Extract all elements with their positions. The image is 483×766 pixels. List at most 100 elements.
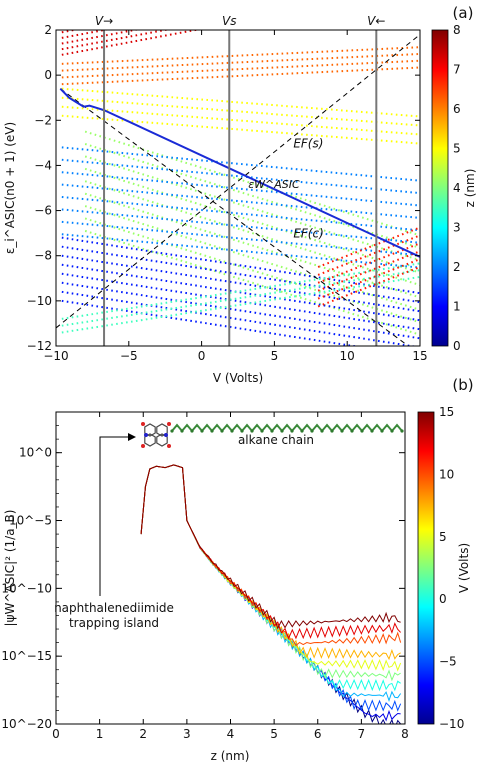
- atom: [167, 444, 171, 448]
- energy-level-line: [61, 30, 171, 51]
- colorbar-b-tick-label: 10: [439, 467, 454, 481]
- carbon-atom: [380, 429, 384, 433]
- x-tick-label-a: −10: [43, 349, 68, 363]
- energy-level-line: [61, 66, 420, 86]
- y-tick-label-a: 0: [44, 68, 52, 82]
- atom: [144, 433, 148, 437]
- atom: [141, 444, 145, 448]
- reference-lines: [56, 34, 420, 346]
- bias-marker-label: Vs: [222, 14, 236, 28]
- density-curve: [140, 464, 401, 682]
- energy-level-line: [84, 229, 420, 336]
- naphthalene-ring: [156, 423, 168, 437]
- panel-label-a: (a): [453, 4, 474, 22]
- density-curve: [140, 464, 402, 640]
- energy-level-line: [84, 130, 420, 237]
- colorbar-b-tick-label: 5: [439, 530, 447, 544]
- density-curve: [140, 464, 402, 647]
- energy-level-line: [61, 30, 141, 45]
- colorbar-b-tick-label: 0: [439, 592, 447, 606]
- energy-level-line: [61, 269, 420, 327]
- y-tick-label-b: 10^−20: [1, 717, 52, 731]
- epsilon-w-label: εW^ASIC: [248, 178, 300, 191]
- x-tick-label-b: 4: [227, 727, 235, 741]
- colorbar-b-tick-label: −10: [439, 717, 464, 731]
- y-tick-label-a: −4: [34, 158, 52, 172]
- density-curves: [140, 464, 402, 724]
- x-tick-label-a: 5: [271, 349, 279, 363]
- energy-level-line: [84, 192, 420, 299]
- energy-level-line: [84, 205, 420, 311]
- y-tick-label-a: −12: [27, 339, 52, 353]
- x-tick-label-b: 2: [139, 727, 147, 741]
- x-tick-label-a: −5: [120, 349, 138, 363]
- naphthalene-ring: [156, 433, 168, 447]
- energy-level-line: [61, 290, 418, 346]
- colorbar-b-ticks: −10 −5 0 5 10 15: [439, 405, 464, 731]
- atom: [164, 433, 168, 437]
- carbon-atom: [200, 429, 204, 433]
- density-curve: [140, 464, 402, 702]
- colorbar-a-tick-label: 8: [453, 23, 461, 37]
- annotation-arrow: [99, 436, 128, 596]
- x-tick-label-a: 15: [412, 349, 427, 363]
- density-curve: [140, 464, 402, 724]
- carbon-atom: [240, 429, 244, 433]
- energy-level-line: [84, 143, 420, 249]
- x-tick-label-a: 10: [340, 349, 355, 363]
- fermi-level-line: [60, 88, 409, 346]
- colorbar-a-tick-label: 2: [453, 260, 461, 274]
- energy-level-line: [61, 87, 420, 118]
- naphthalene-ring: [144, 433, 156, 447]
- fermi-level-line: [56, 34, 420, 329]
- colorbar-a-tick-label: 1: [453, 300, 461, 314]
- atom: [167, 422, 171, 426]
- energy-level-line: [61, 254, 420, 313]
- density-curve: [140, 464, 402, 672]
- x-axis-label-a: V (Volts): [213, 371, 263, 385]
- epsilon-w-line: [59, 87, 420, 258]
- carbon-atom: [270, 429, 274, 433]
- colorbar-a-tick-label: 0: [453, 339, 461, 353]
- carbon-atom: [170, 429, 174, 433]
- carbon-atom: [280, 429, 284, 433]
- y-tick-label-a: 2: [44, 23, 52, 37]
- colorbar-a-tick-label: 6: [453, 102, 461, 116]
- molecule-illustration: [141, 422, 404, 448]
- naphthalenediimide-label: naphthalenediimide: [54, 601, 174, 615]
- y-tick-label-b: 10^−5: [9, 514, 52, 528]
- y-tick-label-a: −8: [34, 249, 52, 263]
- carbon-atom: [260, 429, 264, 433]
- colorbar-a-label: z (nm): [463, 169, 477, 208]
- y-tick-label-b: 10^0: [19, 446, 52, 460]
- bias-markers: V→ Vs V←: [95, 14, 385, 346]
- energy-level-line: [61, 236, 420, 295]
- carbon-atom: [320, 429, 324, 433]
- ef-c-label: EF(c): [293, 227, 323, 241]
- energy-level-line: [317, 266, 420, 308]
- y-tick-label-a: −10: [27, 294, 52, 308]
- x-tick-label-b: 6: [314, 727, 322, 741]
- x-tick-label-b: 3: [183, 727, 191, 741]
- energy-level-line: [84, 217, 420, 324]
- carbon-atom: [230, 429, 234, 433]
- colorbar-a-tick-label: 5: [453, 142, 461, 156]
- panel-a: V→ Vs V← −10 −5 0 5 10 15 −12−10−8−6−4−202 V (V…: [3, 4, 477, 385]
- energy-level-line: [317, 258, 420, 300]
- y-axis-label-b: |ψW^ASIC|² (1/a_B): [3, 510, 17, 627]
- x-tick-label-a: 0: [198, 349, 206, 363]
- density-curve: [140, 464, 401, 661]
- y-tick-label-a: −6: [34, 204, 52, 218]
- energy-level-line: [317, 234, 420, 276]
- carbon-atom: [190, 429, 194, 433]
- arrow-head: [128, 433, 136, 441]
- x-tick-label-b: 7: [358, 727, 366, 741]
- panel-b: 0 1 2 3 4 5 6 7 8 10^0 10^−5 10^−10 10^−15 10^−20 z …: [1, 376, 473, 763]
- carbon-atom: [290, 429, 294, 433]
- energy-level-line: [61, 59, 420, 79]
- x-tick-label-b: 5: [270, 727, 278, 741]
- energy-level-line: [84, 167, 420, 274]
- x-axis-a: −10 −5 0 5 10 15: [43, 30, 428, 363]
- energy-level-line: [61, 46, 420, 65]
